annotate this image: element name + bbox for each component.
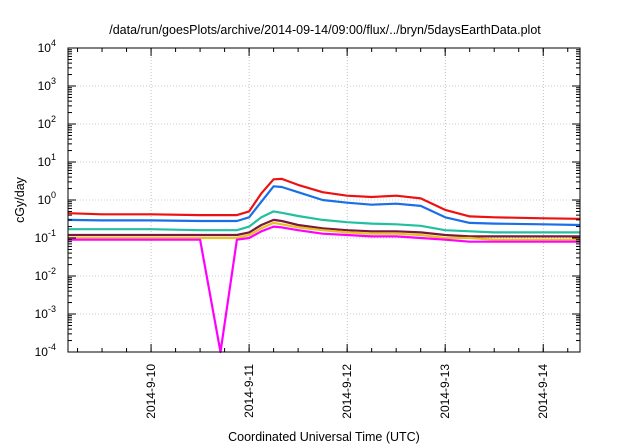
y-tick-label: 100 (38, 190, 56, 207)
series-line-6 (68, 225, 580, 354)
y-tick-label: 10-4 (35, 342, 56, 359)
x-tick-label: 2014-9-12 (340, 364, 354, 419)
x-tick-label: 2014-9-13 (438, 364, 452, 419)
tick-marks (68, 47, 580, 353)
y-tick-label: 10-1 (35, 228, 56, 245)
series-line-5 (68, 221, 580, 241)
series-line-1 (67, 177, 581, 220)
series-layer (67, 177, 581, 354)
x-tick-label: 2014-9-11 (242, 364, 256, 418)
y-tick-label: 102 (38, 114, 56, 131)
series-line-3 (68, 210, 580, 234)
chart-title: /data/run/goesPlots/archive/2014-09-14/0… (109, 23, 541, 37)
x-tick-label: 2014-9-10 (144, 364, 158, 419)
y-axis-label: cGy/day (13, 176, 27, 223)
y-tick-label: 103 (38, 76, 56, 93)
x-tick-labels: 2014-9-10 2014-9-11 2014-9-12 2014-9-13 2014… (144, 364, 550, 419)
y-tick-label: 101 (38, 152, 56, 169)
y-tick-labels: 10-4 10-3 10-2 10-1 100 101 102 103 104 (35, 38, 56, 359)
y-tick-label: 10-2 (35, 266, 56, 283)
y-tick-label: 10-3 (35, 304, 56, 321)
x-tick-label: 2014-9-14 (536, 364, 550, 419)
series-line-4 (68, 218, 580, 238)
series-line-2 (67, 185, 581, 227)
x-axis-label: Coordinated Universal Time (UTC) (228, 430, 420, 444)
y-tick-label: 104 (38, 38, 56, 55)
